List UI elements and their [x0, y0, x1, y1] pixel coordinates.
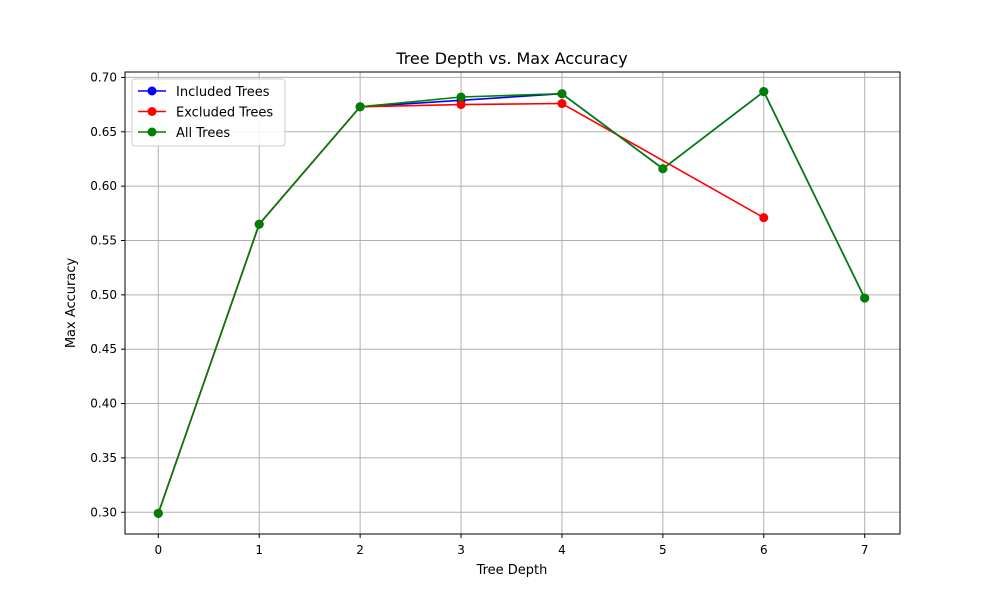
- x-tick-label: 7: [861, 543, 869, 557]
- legend-frame: [131, 78, 286, 147]
- legend-label: All Trees: [176, 126, 230, 141]
- data-point: [557, 89, 567, 99]
- data-point: [557, 99, 567, 109]
- data-point: [456, 100, 466, 110]
- data-point: [860, 293, 870, 303]
- y-tick-label: 0.65: [90, 125, 117, 139]
- series-included-trees: [153, 87, 870, 518]
- x-tick-label: 0: [154, 543, 162, 557]
- data-point: [759, 213, 769, 223]
- x-tick-label: 4: [558, 543, 566, 557]
- y-tick-label: 0.55: [90, 233, 117, 247]
- legend: Included Trees Excluded Trees All Trees: [131, 78, 286, 147]
- series-line: [157, 90, 866, 514]
- legend-item: Excluded Trees: [138, 106, 273, 121]
- legend-label: Excluded Trees: [176, 106, 273, 121]
- series-all-trees: [153, 87, 870, 518]
- y-tick-label: 0.30: [90, 505, 117, 519]
- x-tick-label: 1: [255, 543, 263, 557]
- data-point: [759, 87, 769, 97]
- x-tick-label: 5: [659, 543, 667, 557]
- data-point: [658, 164, 668, 174]
- legend-item: Included Trees: [138, 85, 270, 100]
- grid: [125, 72, 900, 534]
- data-point: [153, 508, 163, 518]
- x-tick-label: 2: [356, 543, 364, 557]
- y-tick-label: 0.70: [90, 70, 117, 84]
- y-tick-label: 0.45: [90, 342, 117, 356]
- legend-marker: [147, 127, 157, 137]
- data-point: [254, 219, 264, 229]
- x-axis: 0 1 2 3 4 5 6 7: [154, 534, 869, 557]
- data-point: [456, 92, 466, 102]
- x-axis-label: Tree Depth: [476, 563, 548, 578]
- y-tick-label: 0.60: [90, 179, 117, 193]
- plot-frame: [124, 71, 901, 535]
- legend-label: Included Trees: [176, 85, 270, 100]
- y-axis: 0.30 0.35 0.40 0.45 0.50 0.55 0.60 0.65 0.70: [90, 70, 125, 519]
- y-axis-label: Max Accuracy: [64, 258, 79, 349]
- x-tick-label: 6: [760, 543, 768, 557]
- data-point: [355, 102, 365, 112]
- legend-marker: [147, 86, 157, 96]
- legend-marker: [147, 107, 157, 116]
- x-tick-label: 3: [457, 543, 465, 557]
- series-layer: [153, 87, 870, 518]
- y-tick-label: 0.50: [90, 288, 117, 302]
- series-line: [157, 90, 866, 514]
- chart-title: Tree Depth vs. Max Accuracy: [395, 49, 627, 68]
- y-tick-label: 0.40: [90, 397, 117, 411]
- y-tick-label: 0.35: [90, 451, 117, 465]
- legend-item: All Trees: [138, 126, 230, 141]
